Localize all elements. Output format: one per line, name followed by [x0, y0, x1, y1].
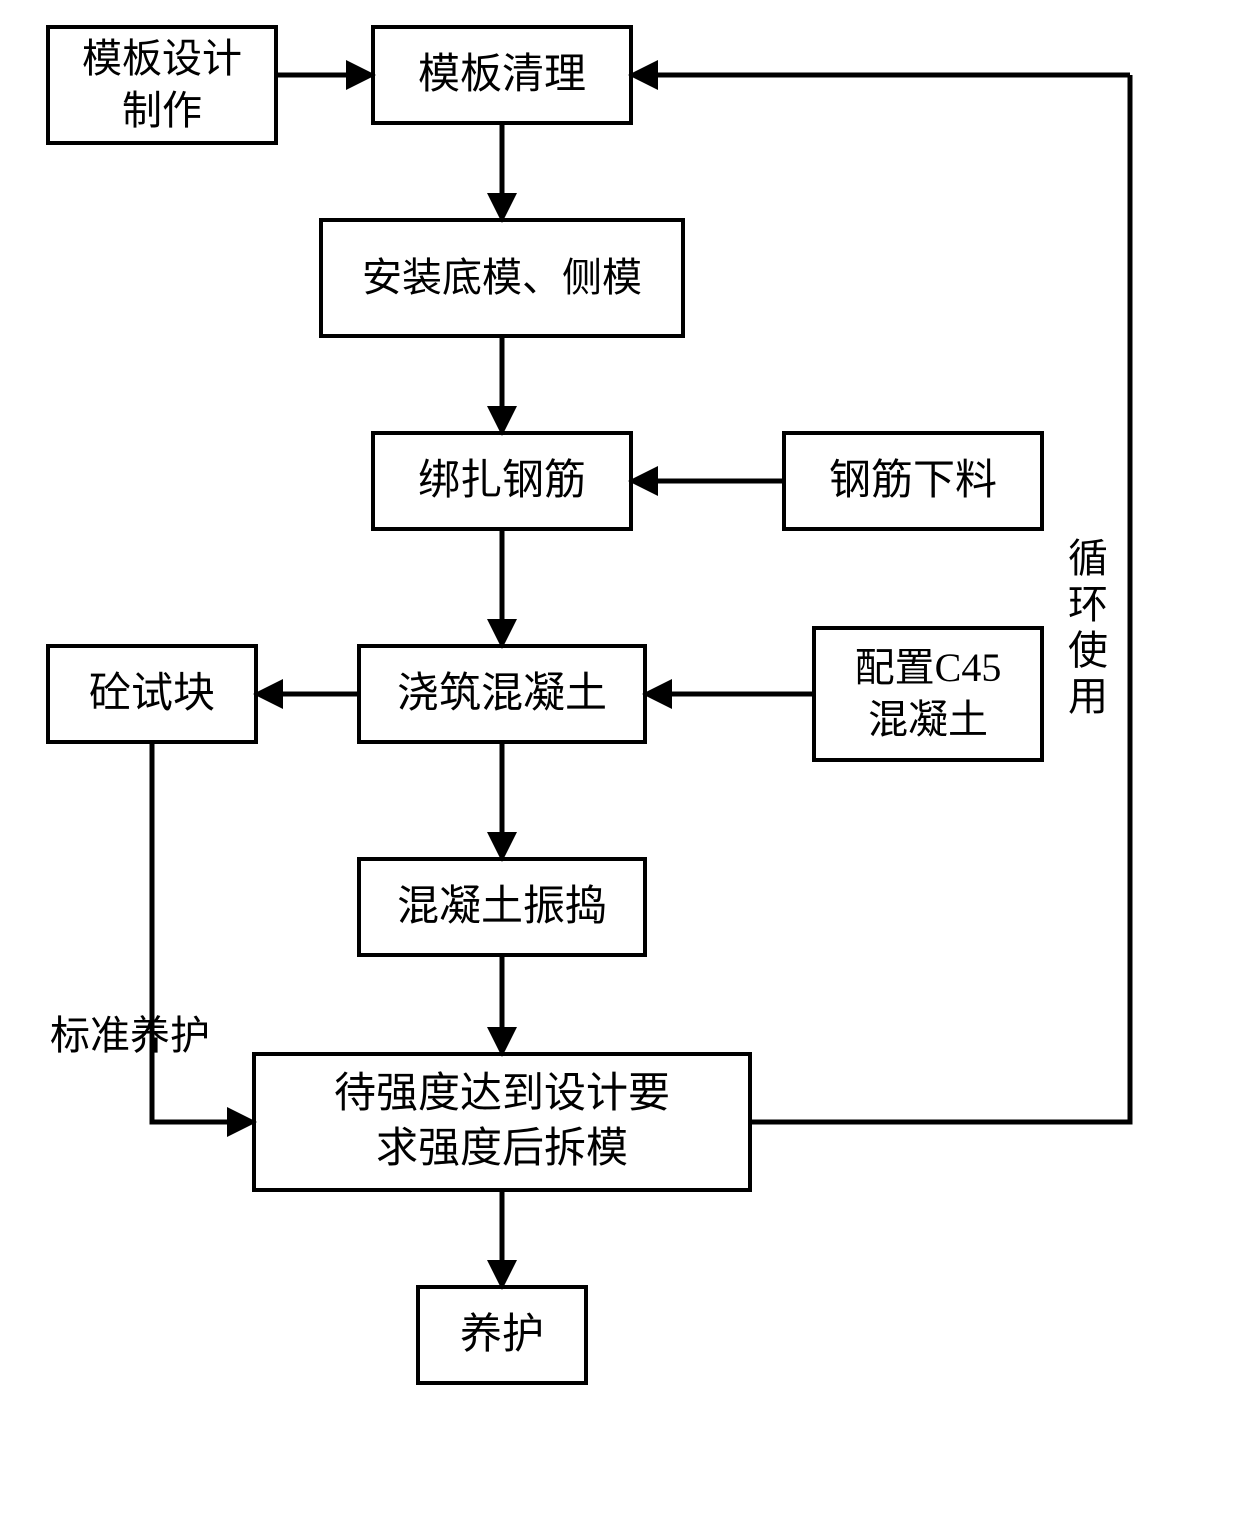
node-rebar-cutting: 钢筋下料 — [782, 431, 1044, 531]
node-pour-concrete: 浇筑混凝土 — [357, 644, 647, 744]
node-curing: 养护 — [416, 1285, 588, 1385]
node-label: 配置C45混凝土 — [855, 642, 1002, 746]
label-text: 标准养护 — [50, 1013, 210, 1058]
node-template-design: 模板设计制作 — [46, 25, 278, 145]
node-label: 浇筑混凝土 — [397, 667, 607, 722]
edge-label-standard: 标准养护 — [50, 1003, 210, 1061]
node-label: 混凝土振捣 — [397, 880, 607, 935]
node-label: 安装底模、侧模 — [362, 252, 642, 304]
node-test-block: 砼试块 — [46, 644, 258, 744]
node-template-clean: 模板清理 — [371, 25, 633, 125]
node-label: 养护 — [460, 1308, 544, 1363]
node-demold: 待强度达到设计要求强度后拆模 — [252, 1052, 752, 1192]
node-mix-c45: 配置C45混凝土 — [812, 626, 1044, 762]
node-label: 钢筋下料 — [829, 454, 997, 509]
node-tie-rebar: 绑扎钢筋 — [371, 431, 633, 531]
node-label: 模板清理 — [418, 48, 586, 103]
node-label: 待强度达到设计要求强度后拆模 — [334, 1067, 670, 1176]
node-label: 模板设计制作 — [82, 33, 242, 137]
node-vibrate-concrete: 混凝土振捣 — [357, 857, 647, 957]
node-label: 绑扎钢筋 — [418, 454, 586, 509]
node-install-forms: 安装底模、侧模 — [319, 218, 685, 338]
edge-label-loop: 循环使用 — [1068, 536, 1108, 720]
node-label: 砼试块 — [89, 667, 215, 722]
